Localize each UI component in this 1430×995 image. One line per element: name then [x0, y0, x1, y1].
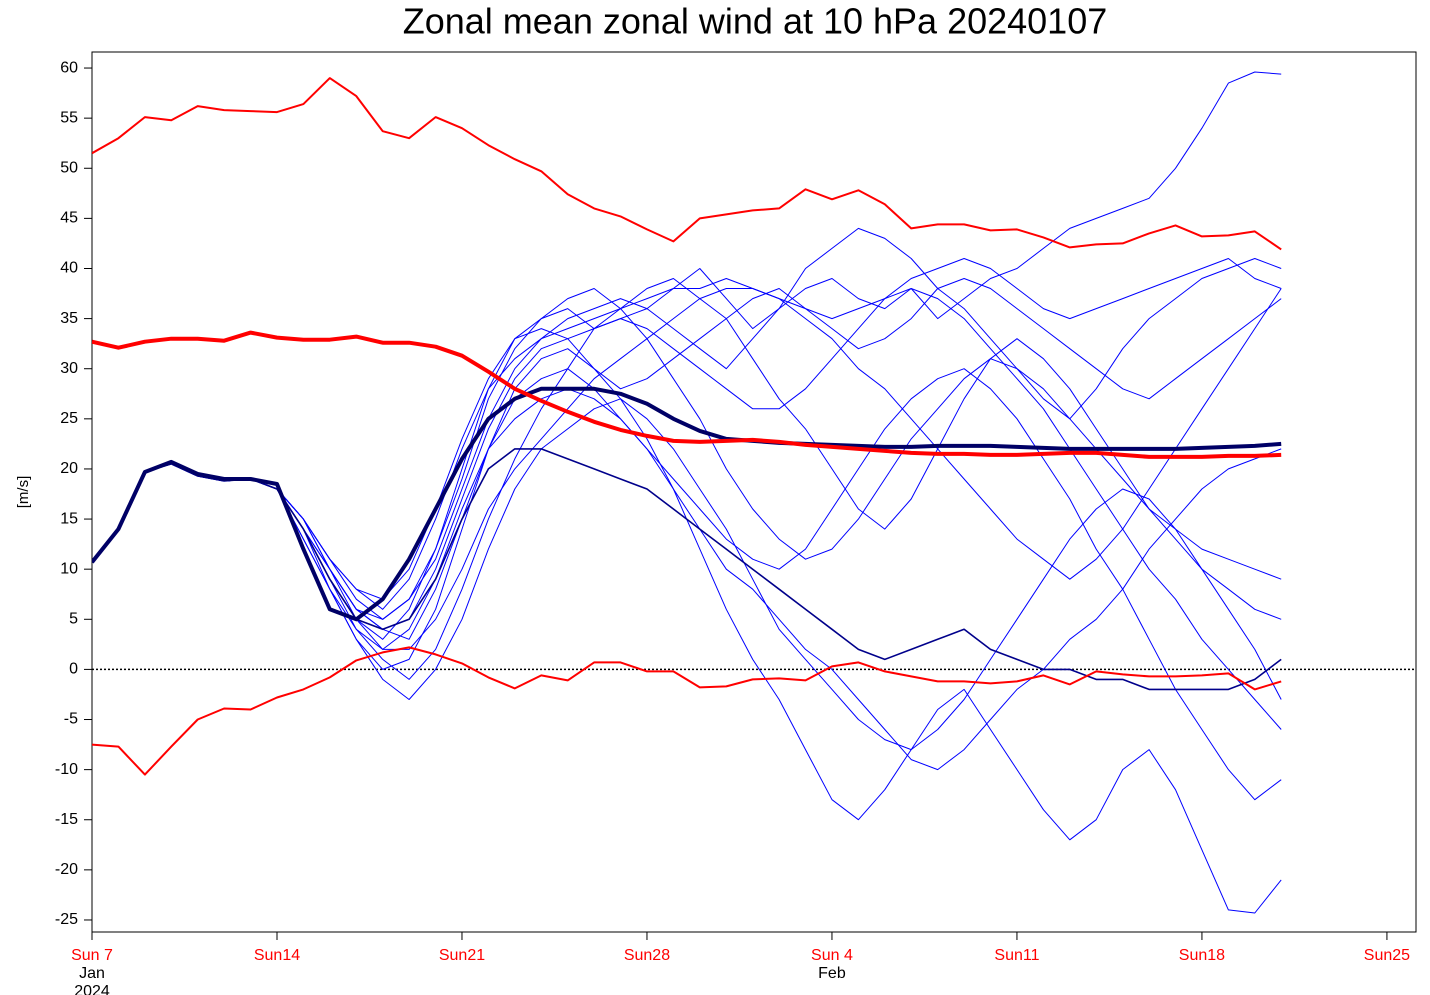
x-tick-label: Sun14 — [254, 947, 300, 964]
series-line — [92, 386, 1282, 622]
x-tick-label: Sun28 — [624, 947, 670, 964]
series-line — [92, 368, 1282, 801]
y-tick-label: -5 — [64, 711, 78, 728]
series-line — [92, 646, 1282, 776]
x-tick-sublabel: 2024 — [74, 983, 110, 995]
y-tick-label: 30 — [60, 360, 78, 377]
y-tick-label: 55 — [60, 109, 78, 126]
y-tick-label: 5 — [69, 611, 78, 628]
y-tick-label: -20 — [55, 861, 78, 878]
series-line — [92, 348, 1282, 914]
x-tick-label: Sun21 — [439, 947, 485, 964]
y-axis-label: [m/s] — [15, 476, 32, 509]
series-line — [92, 330, 1282, 459]
x-tick-sublabel: Feb — [818, 965, 846, 982]
y-tick-label: -10 — [55, 761, 78, 778]
y-tick-label: 60 — [60, 59, 78, 76]
x-tick-label: Sun25 — [1364, 947, 1410, 964]
y-tick-label: 40 — [60, 260, 78, 277]
y-tick-label: -25 — [55, 911, 78, 928]
x-tick-label: Sun 4 — [811, 947, 853, 964]
x-tick-label: Sun11 — [994, 947, 1039, 964]
chart-title: Zonal mean zonal wind at 10 hPa 20240107 — [403, 1, 1108, 42]
x-tick-label: Sun 7 — [71, 947, 113, 964]
plot-frame — [91, 51, 1417, 933]
series-line — [92, 368, 1282, 771]
series-line — [92, 448, 1282, 691]
x-tick-label: Sun18 — [1179, 947, 1225, 964]
y-tick-label: 0 — [69, 661, 78, 678]
y-tick-label: 20 — [60, 460, 78, 477]
y-tick-label: 10 — [60, 560, 78, 577]
y-tick-label: 15 — [60, 510, 78, 527]
x-tick-sublabel: Jan — [79, 965, 105, 982]
y-tick-label: 25 — [60, 410, 78, 427]
y-tick-label: -15 — [55, 811, 78, 828]
y-tick-label: 35 — [60, 310, 78, 327]
series-line — [92, 258, 1282, 630]
y-tick-label: 45 — [60, 210, 78, 227]
series-line — [92, 77, 1282, 251]
series-line — [92, 71, 1282, 640]
y-tick-label: 50 — [60, 159, 78, 176]
